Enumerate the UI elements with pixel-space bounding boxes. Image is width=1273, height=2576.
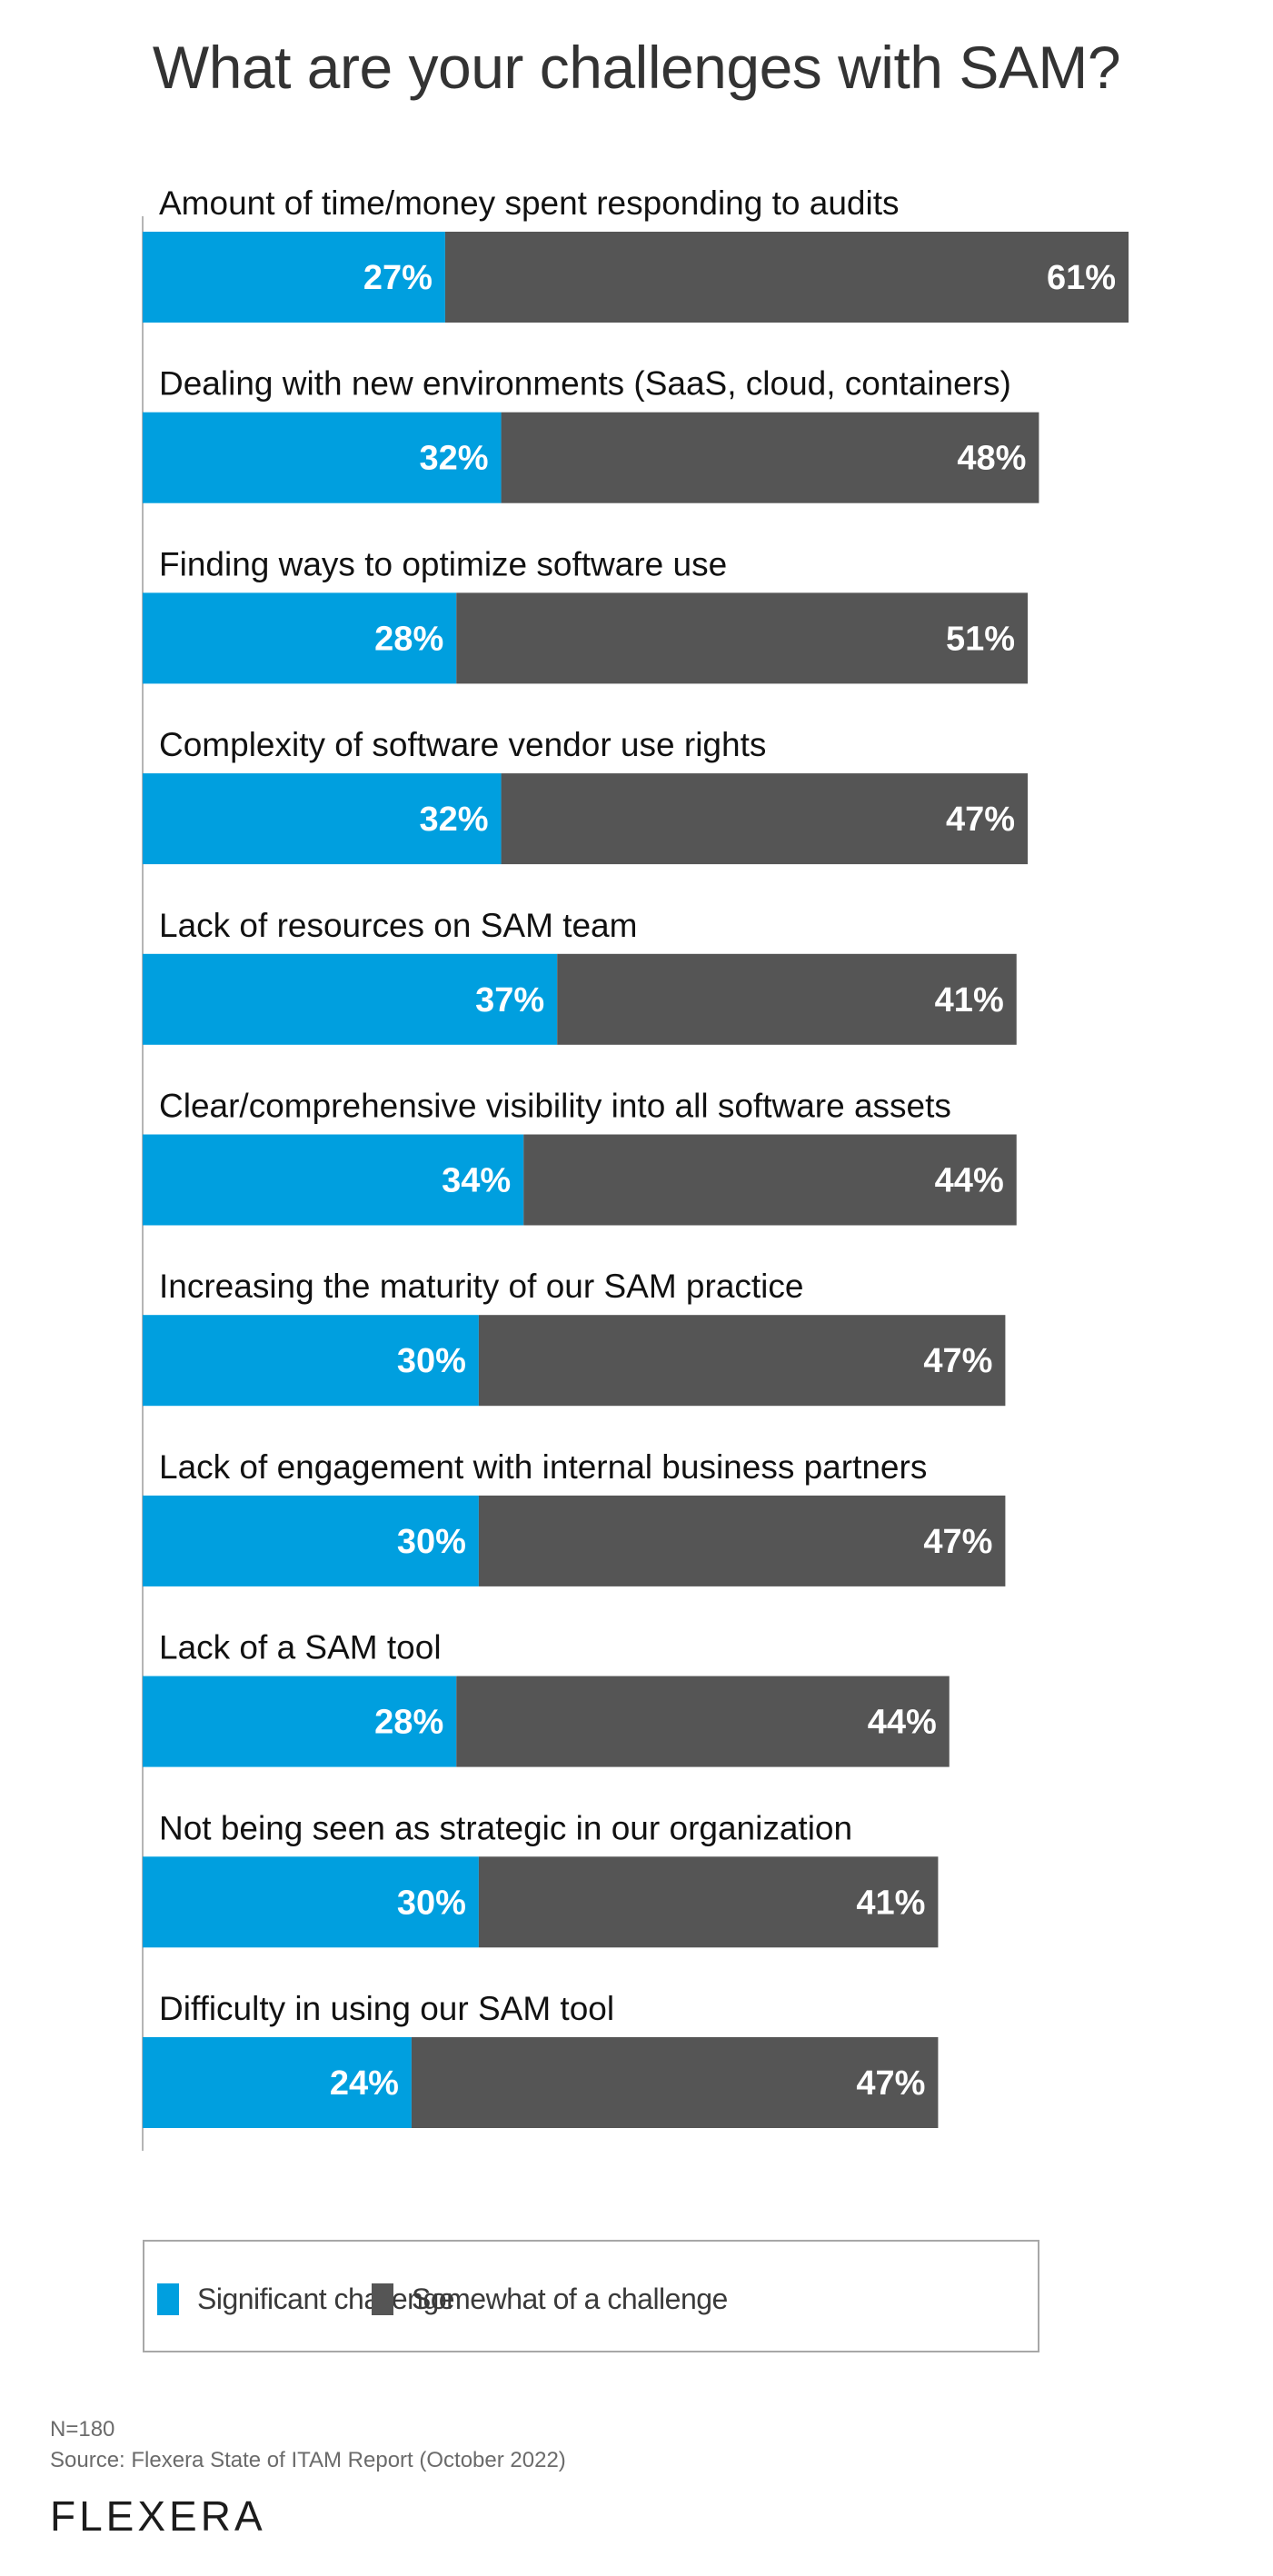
legend-item-somewhat: Somewhat of a challenge — [372, 2283, 728, 2316]
legend-swatch-significant — [157, 2283, 179, 2315]
legend-label-somewhat: Somewhat of a challenge — [412, 2283, 728, 2315]
bar-group: Clear/comprehensive visibility into all … — [143, 1088, 1017, 1226]
data-label-significant: 27% — [363, 259, 433, 297]
data-label-somewhat: 41% — [935, 981, 1004, 1019]
flexera-logo: FLEXERA — [50, 2492, 266, 2540]
category-label: Not being seen as strategic in our organ… — [159, 1809, 852, 1846]
bar-significant — [143, 1134, 524, 1226]
data-label-significant: 34% — [442, 1162, 511, 1200]
bar-significant — [143, 2037, 412, 2128]
bar-significant — [143, 412, 502, 503]
data-label-significant: 32% — [419, 801, 488, 839]
data-label-significant: 30% — [397, 1884, 466, 1922]
bar-significant — [143, 1315, 479, 1407]
category-label: Difficulty in using our SAM tool — [159, 1990, 614, 2027]
category-label: Dealing with new environments (SaaS, clo… — [159, 365, 1011, 403]
bar-group: Difficulty in using our SAM tool 24% 47% — [143, 1990, 939, 2128]
bar-somewhat — [478, 1495, 1006, 1586]
bar-somewhat — [456, 592, 1029, 684]
bar-significant — [143, 1856, 479, 1948]
data-label-significant: 32% — [419, 440, 488, 478]
legend: Significant challenge Somewhat of a chal… — [143, 2240, 1039, 2352]
bar-group: Not being seen as strategic in our organ… — [143, 1809, 939, 1948]
legend-label-significant: Significant challenge — [197, 2283, 455, 2315]
bar-somewhat — [501, 773, 1029, 865]
bar-significant — [143, 1676, 457, 1767]
bar-group: Lack of a SAM tool 28% 44% — [143, 1629, 950, 1767]
category-label: Lack of engagement with internal busines… — [159, 1448, 927, 1486]
bar-significant — [143, 592, 457, 684]
category-label: Complexity of software vendor use rights — [159, 726, 766, 763]
bar-somewhat — [478, 1315, 1006, 1407]
sample-size: N=180 — [50, 2417, 115, 2442]
data-label-somewhat: 41% — [856, 1884, 925, 1922]
data-label-significant: 30% — [397, 1342, 466, 1380]
bar-group: Dealing with new environments (SaaS, clo… — [143, 365, 1039, 503]
data-label-somewhat: 61% — [1047, 259, 1116, 297]
bar-somewhat — [444, 232, 1129, 323]
footnotes: N=180 Source: Flexera State of ITAM Repo… — [50, 2414, 566, 2476]
source-note: Source: Flexera State of ITAM Report (Oc… — [50, 2448, 566, 2472]
bar-group: Finding ways to optimize software use 28%… — [143, 545, 1029, 684]
category-label: Finding ways to optimize software use — [159, 545, 727, 582]
data-label-significant: 24% — [330, 2064, 399, 2103]
bar-group: Amount of time/money spent responding to… — [143, 184, 1129, 323]
bar-significant — [143, 232, 445, 323]
bar-somewhat — [411, 2037, 939, 2128]
data-label-somewhat: 47% — [923, 1523, 992, 1561]
bar-somewhat — [501, 412, 1039, 503]
bar-somewhat — [478, 1856, 939, 1948]
bar-significant — [143, 1495, 479, 1586]
category-label: Increasing the maturity of our SAM pract… — [159, 1268, 803, 1305]
bar-group: Lack of resources on SAM team 37% 41% — [143, 907, 1017, 1045]
bar-group: Complexity of software vendor use rights… — [143, 726, 1029, 865]
bar-group: Lack of engagement with internal busines… — [143, 1448, 1006, 1586]
data-label-significant: 28% — [374, 1704, 443, 1742]
category-label: Amount of time/money spent responding to… — [159, 184, 899, 222]
category-label: Lack of resources on SAM team — [159, 907, 637, 944]
bar-significant — [143, 773, 502, 865]
bar-group: Increasing the maturity of our SAM pract… — [143, 1268, 1006, 1407]
data-label-significant: 28% — [374, 620, 443, 658]
data-label-somewhat: 44% — [868, 1704, 937, 1742]
bar-somewhat — [523, 1134, 1017, 1226]
stacked-bar-chart: Amount of time/money spent responding to… — [142, 184, 1129, 2151]
data-label-somewhat: 47% — [946, 801, 1015, 839]
data-label-somewhat: 47% — [856, 2064, 925, 2103]
category-label: Clear/comprehensive visibility into all … — [159, 1088, 951, 1125]
bar-somewhat — [456, 1676, 950, 1767]
bar-somewhat — [557, 953, 1017, 1045]
data-label-somewhat: 48% — [957, 440, 1026, 478]
data-label-somewhat: 44% — [935, 1162, 1004, 1200]
category-label: Lack of a SAM tool — [159, 1629, 442, 1666]
data-label-significant: 30% — [397, 1523, 466, 1561]
legend-item-significant: Significant challenge — [157, 2283, 455, 2316]
bar-significant — [143, 953, 558, 1045]
legend-swatch-somewhat — [372, 2283, 393, 2315]
data-label-somewhat: 47% — [923, 1342, 992, 1380]
data-label-somewhat: 51% — [946, 620, 1015, 658]
data-label-significant: 37% — [475, 981, 544, 1019]
chart-title: What are your challenges with SAM? — [152, 34, 1121, 101]
